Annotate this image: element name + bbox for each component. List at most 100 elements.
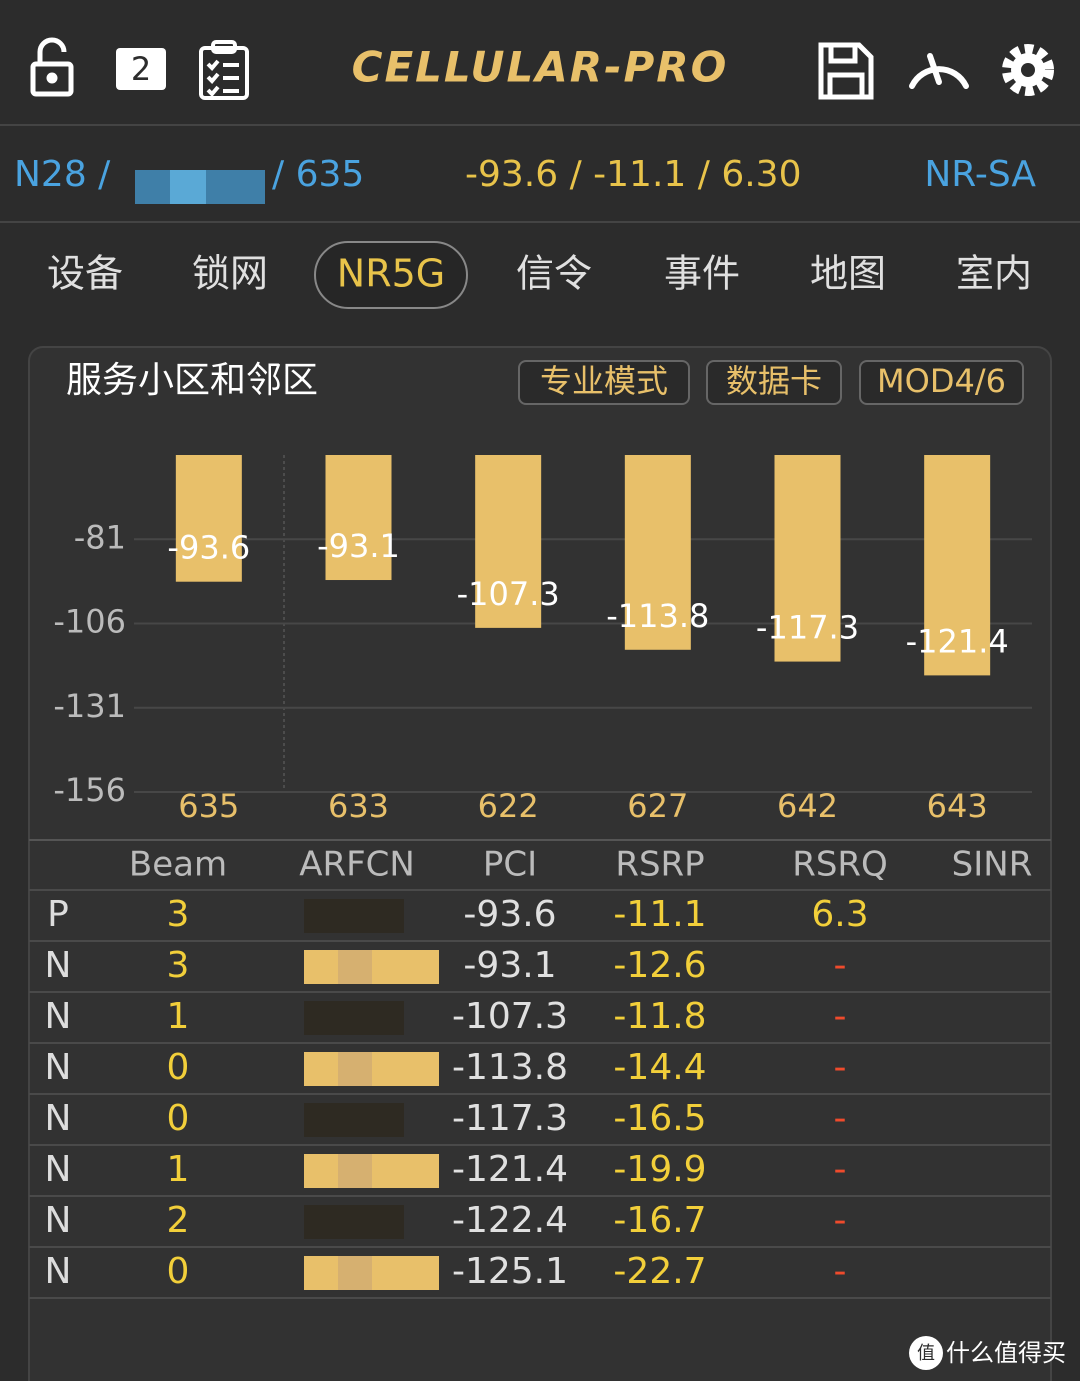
clipboard-icon[interactable] [199, 40, 249, 100]
table-cell: -113.8 [452, 1047, 568, 1088]
status-mode: NR-SA [924, 154, 1036, 195]
value-label: -107.3 [457, 575, 560, 613]
bar [325, 455, 392, 581]
table-cell: - [834, 996, 847, 1037]
value-label: -117.3 [756, 609, 859, 647]
app-title: CELLULAR-PRO [352, 43, 729, 92]
watermark-logo: 值 [909, 1336, 943, 1370]
column-header: ARFCN [299, 845, 415, 885]
table-cell: -16.7 [613, 1200, 706, 1241]
table-cell: - [834, 1200, 847, 1241]
table-cell: N [45, 996, 72, 1037]
table-cell: -121.4 [452, 1149, 568, 1190]
table-cell: -11.1 [613, 894, 706, 935]
table-cell: N [45, 1047, 72, 1088]
value-label: -113.8 [606, 597, 709, 635]
table-cell: -93.1 [463, 945, 556, 986]
status-metrics: -93.6 / -11.1 / 6.30 [465, 154, 801, 195]
x-tick-label: 622 [478, 787, 539, 825]
status-pci: / 635 [272, 154, 364, 195]
table-cell: 6.3 [811, 894, 868, 935]
value-label: -93.1 [317, 527, 400, 565]
table-cell: 3 [167, 894, 190, 935]
watermark: 什么值得买 [946, 1339, 1066, 1367]
value-label: -93.6 [167, 529, 250, 567]
y-tick-label: -131 [53, 687, 126, 725]
column-header: RSRQ [792, 845, 888, 885]
bar [475, 455, 542, 628]
x-tick-label: 635 [178, 787, 239, 825]
status-band: N28 / [14, 154, 111, 195]
panel-title: 服务小区和邻区 [66, 360, 318, 401]
lock-icon[interactable] [30, 37, 74, 97]
x-tick-label: 633 [328, 787, 389, 825]
column-header: SINR [952, 845, 1033, 885]
save-icon[interactable] [818, 42, 874, 100]
bar [175, 455, 242, 582]
x-tick-label: 643 [927, 787, 988, 825]
table-cell: P [47, 894, 69, 935]
table-cell: 0 [167, 1251, 190, 1292]
column-header: Beam [129, 845, 227, 885]
sim-icon[interactable] [116, 48, 166, 90]
bar [924, 455, 991, 676]
blurred-arfcn [338, 950, 372, 984]
tab[interactable]: 地图 [810, 252, 886, 296]
table-cell: -107.3 [452, 996, 568, 1037]
table-cell: 3 [167, 945, 190, 986]
table-cell: 1 [167, 996, 190, 1037]
blurred-arfcn [338, 1052, 372, 1086]
tabs: 设备 锁网 NR5G 信令 事件 地图 室内 [47, 241, 1032, 309]
blurred-arfcn [304, 899, 404, 933]
column-header: RSRP [615, 845, 704, 885]
table-cell: N [45, 1200, 72, 1241]
mode-button[interactable] [859, 360, 1024, 405]
mode-button-label: 数据卡 [726, 362, 822, 400]
mode-button-label: MOD4/6 [877, 362, 1006, 400]
settings-icon[interactable] [1002, 44, 1054, 96]
y-tick-label: -81 [74, 518, 126, 556]
blurred-arfcn [304, 1103, 404, 1137]
svg-text:值: 值 [917, 1343, 935, 1364]
tab[interactable]: 室内 [956, 252, 1032, 296]
tab-active-outline [314, 241, 468, 309]
sim-badge: 2 [131, 50, 151, 88]
table-cell: -117.3 [452, 1098, 568, 1139]
blurred-arfcn [170, 170, 206, 204]
value-label: -121.4 [906, 622, 1009, 660]
table-cell: N [45, 1149, 72, 1190]
tab[interactable]: 设备 [47, 252, 123, 296]
table-cell: N [45, 945, 72, 986]
table-cell: -125.1 [452, 1251, 568, 1292]
table-cell: - [834, 1149, 847, 1190]
table-cell: -11.8 [613, 996, 706, 1037]
x-tick-label: 642 [777, 787, 838, 825]
table-cell: 0 [167, 1047, 190, 1088]
tab[interactable]: 事件 [664, 252, 740, 296]
tab[interactable]: 锁网 [192, 252, 268, 296]
y-tick-label: -106 [53, 603, 126, 641]
table-cell: - [834, 1047, 847, 1088]
table-cell: -22.7 [613, 1251, 706, 1292]
table-cell: 2 [167, 1200, 190, 1241]
blurred-arfcn [304, 1001, 404, 1035]
table-cell: N [45, 1098, 72, 1139]
tab[interactable]: 信令 [516, 252, 592, 296]
bar [774, 455, 841, 662]
table-cell: 0 [167, 1098, 190, 1139]
tab[interactable]: NR5G [337, 252, 445, 296]
table-cell: - [834, 1251, 847, 1292]
table-cell: -122.4 [452, 1200, 568, 1241]
table-cell: -19.9 [613, 1149, 706, 1190]
speed-icon[interactable] [909, 53, 969, 89]
table-cell: - [834, 945, 847, 986]
blurred-arfcn [338, 1154, 372, 1188]
column-header: PCI [483, 845, 537, 885]
bar [624, 455, 691, 650]
mode-button[interactable] [706, 360, 842, 405]
mode-button[interactable] [518, 360, 690, 405]
y-tick-label: -156 [53, 771, 126, 809]
table-cell: -93.6 [463, 894, 556, 935]
